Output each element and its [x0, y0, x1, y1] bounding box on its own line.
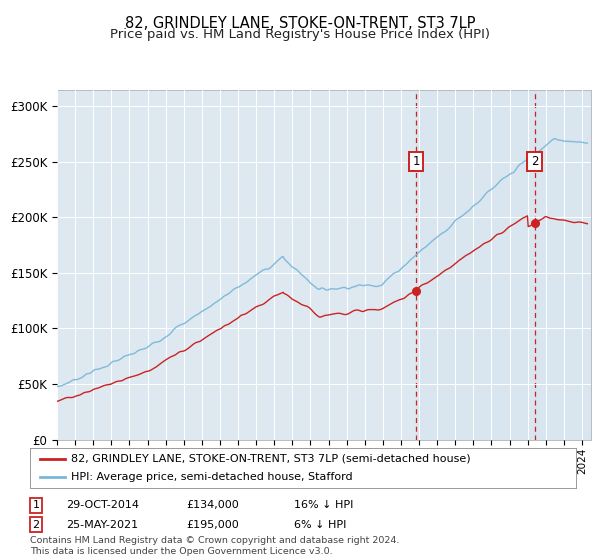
- Text: 29-OCT-2014: 29-OCT-2014: [66, 500, 139, 510]
- Text: 82, GRINDLEY LANE, STOKE-ON-TRENT, ST3 7LP: 82, GRINDLEY LANE, STOKE-ON-TRENT, ST3 7…: [125, 16, 475, 31]
- Text: 2: 2: [32, 520, 40, 530]
- Text: £134,000: £134,000: [186, 500, 239, 510]
- Text: 2: 2: [531, 155, 538, 168]
- Bar: [416, 90, 535, 440]
- Text: 1: 1: [412, 155, 420, 168]
- Text: HPI: Average price, semi-detached house, Stafford: HPI: Average price, semi-detached house,…: [71, 473, 353, 482]
- Text: 1: 1: [32, 500, 40, 510]
- Text: £195,000: £195,000: [186, 520, 239, 530]
- Text: Contains HM Land Registry data © Crown copyright and database right 2024.
This d: Contains HM Land Registry data © Crown c…: [30, 536, 400, 556]
- Text: 25-MAY-2021: 25-MAY-2021: [66, 520, 138, 530]
- Bar: [535, 90, 591, 440]
- Text: 16% ↓ HPI: 16% ↓ HPI: [294, 500, 353, 510]
- Text: 82, GRINDLEY LANE, STOKE-ON-TRENT, ST3 7LP (semi-detached house): 82, GRINDLEY LANE, STOKE-ON-TRENT, ST3 7…: [71, 454, 470, 464]
- Text: Price paid vs. HM Land Registry's House Price Index (HPI): Price paid vs. HM Land Registry's House …: [110, 28, 490, 41]
- Text: 6% ↓ HPI: 6% ↓ HPI: [294, 520, 346, 530]
